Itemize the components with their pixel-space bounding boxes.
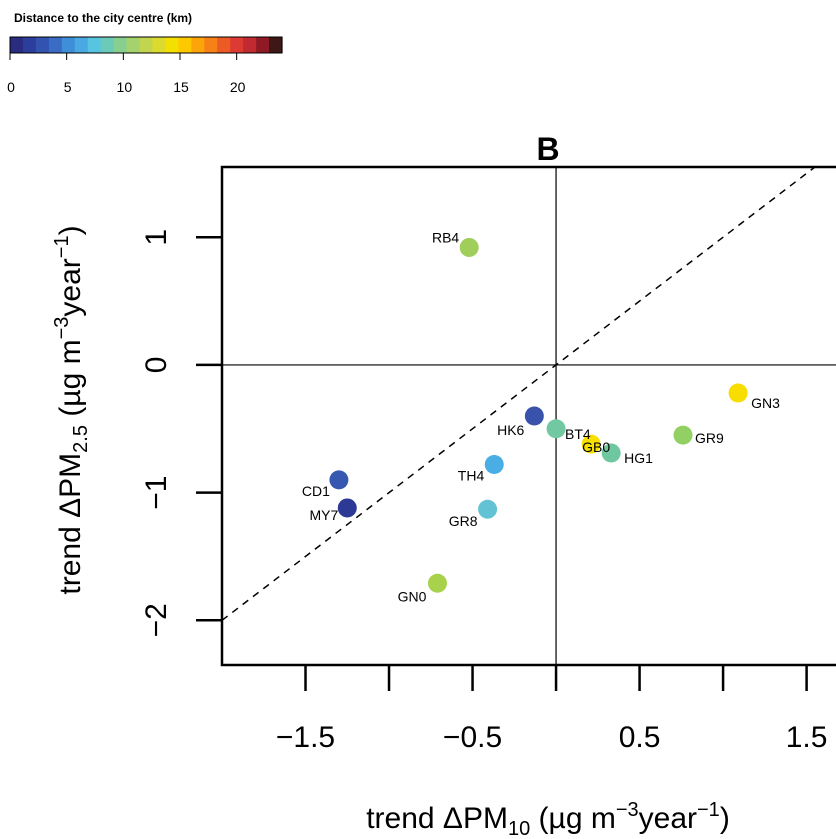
point-gn0 [427,573,447,593]
point-hk6 [524,406,544,426]
x-label-unit-b: year [639,802,697,835]
y-label-subscript: 2.5 [70,425,92,453]
x-axis-label: trend ΔPM10 (µg m−3year−1) [366,799,730,839]
one-to-one-dashed-line [221,166,816,621]
x-tick-label: −1.5 [276,721,335,754]
legend-title: Distance to the city centre (km) [14,11,192,25]
legend-color-swatch [269,37,283,53]
y-tick-label: 0 [140,357,173,374]
point-label-hg1: HG1 [624,450,653,466]
legend-color-swatch [178,37,192,53]
point-gb0 [581,434,601,454]
legend-color-swatch [100,37,115,53]
y-label-main: trend ΔPM [54,453,87,595]
x-label-unit-a: (µg m [530,802,616,835]
legend-tick-label: 20 [230,79,246,95]
legend-tick-label: 0 [7,79,15,95]
legend-ticks: 0 5 10 15 20 [7,53,246,95]
point-label-th4: TH4 [458,468,485,484]
point-label-rb4: RB4 [432,229,459,245]
point-label-gn0: GN0 [398,588,427,604]
x-tick-label: 1.5 [786,721,828,754]
legend-color-swatch [191,37,205,53]
legend-color-swatch [204,37,218,53]
y-tick-label: −1 [140,476,173,510]
point-cd1 [329,470,349,490]
x-axis: −1.5 −0.5 0.5 1.5 [276,665,828,754]
point-label-cd1: CD1 [302,483,330,499]
point-label-gn3: GN3 [751,395,780,411]
x-label-unit-c: ) [720,802,730,835]
y-tick-label: 1 [140,229,173,246]
y-tick-label: −2 [140,603,173,637]
legend-color-swatch [217,37,231,53]
x-tick-label: −0.5 [443,721,502,754]
y-label-superscript-a: −3 [51,317,73,340]
legend-color-swatch [243,37,257,53]
point-bt4 [546,419,566,439]
point-gr9 [673,425,693,445]
x-label-main: trend ΔPM [366,802,508,835]
point-gr8 [478,499,498,519]
point-label-hk6: HK6 [497,422,524,438]
legend-color-swatch [22,37,37,53]
legend-color-swatch [165,37,179,53]
legend-color-swatch [126,37,141,53]
point-my7 [337,498,357,518]
legend-color-swatch [87,37,102,53]
plot-frame [220,165,836,667]
legend-color-swatch [48,37,63,53]
point-th4 [484,455,504,475]
x-label-superscript-b: −1 [697,799,720,821]
plot-area: −1.5 −0.5 0.5 1.5 −2 −1 0 1 RB4 CD1 MY7 HK6 TH4 GR8… [140,165,836,754]
legend-color-swatch [139,37,154,53]
point-label-gb0: GB0 [582,439,610,455]
y-label-superscript-b: −1 [51,235,73,258]
point-label-gr9: GR9 [695,430,724,446]
legend-color-swatch [10,37,24,53]
chart-title: B [536,131,559,167]
point-hg1 [601,443,621,463]
y-label-unit-b: year [54,258,87,316]
point-rb4 [459,237,479,257]
x-label-subscript: 10 [508,818,530,839]
x-label-superscript-a: −3 [616,799,639,821]
y-axis: −2 −1 0 1 [140,229,222,637]
legend-color-swatch [230,37,244,53]
y-label-unit-c: ) [54,225,87,235]
point-label-gr8: GR8 [449,513,478,529]
legend-color-swatch [256,37,270,53]
legend-color-bar [9,36,283,54]
y-axis-label: trend ΔPM2.5 (µg m−3year−1) [51,225,92,594]
point-label-my7: MY7 [309,507,338,523]
legend-color-swatch [61,37,76,53]
color-legend: Distance to the city centre (km) 0 5 10 15 2… [7,11,283,95]
x-tick-label: 0.5 [619,721,661,754]
point-gn3 [728,383,748,403]
legend-color-swatch [113,37,128,53]
legend-tick-label: 5 [64,79,72,95]
legend-tick-label: 15 [173,79,189,95]
legend-tick-label: 10 [117,79,133,95]
legend-color-swatch [74,37,89,53]
y-label-unit-a: (µg m [54,339,87,425]
point-label-bt4: BT4 [565,426,591,442]
legend-bar-border [9,36,283,54]
legend-color-swatch [152,37,167,53]
legend-color-swatch [35,37,50,53]
